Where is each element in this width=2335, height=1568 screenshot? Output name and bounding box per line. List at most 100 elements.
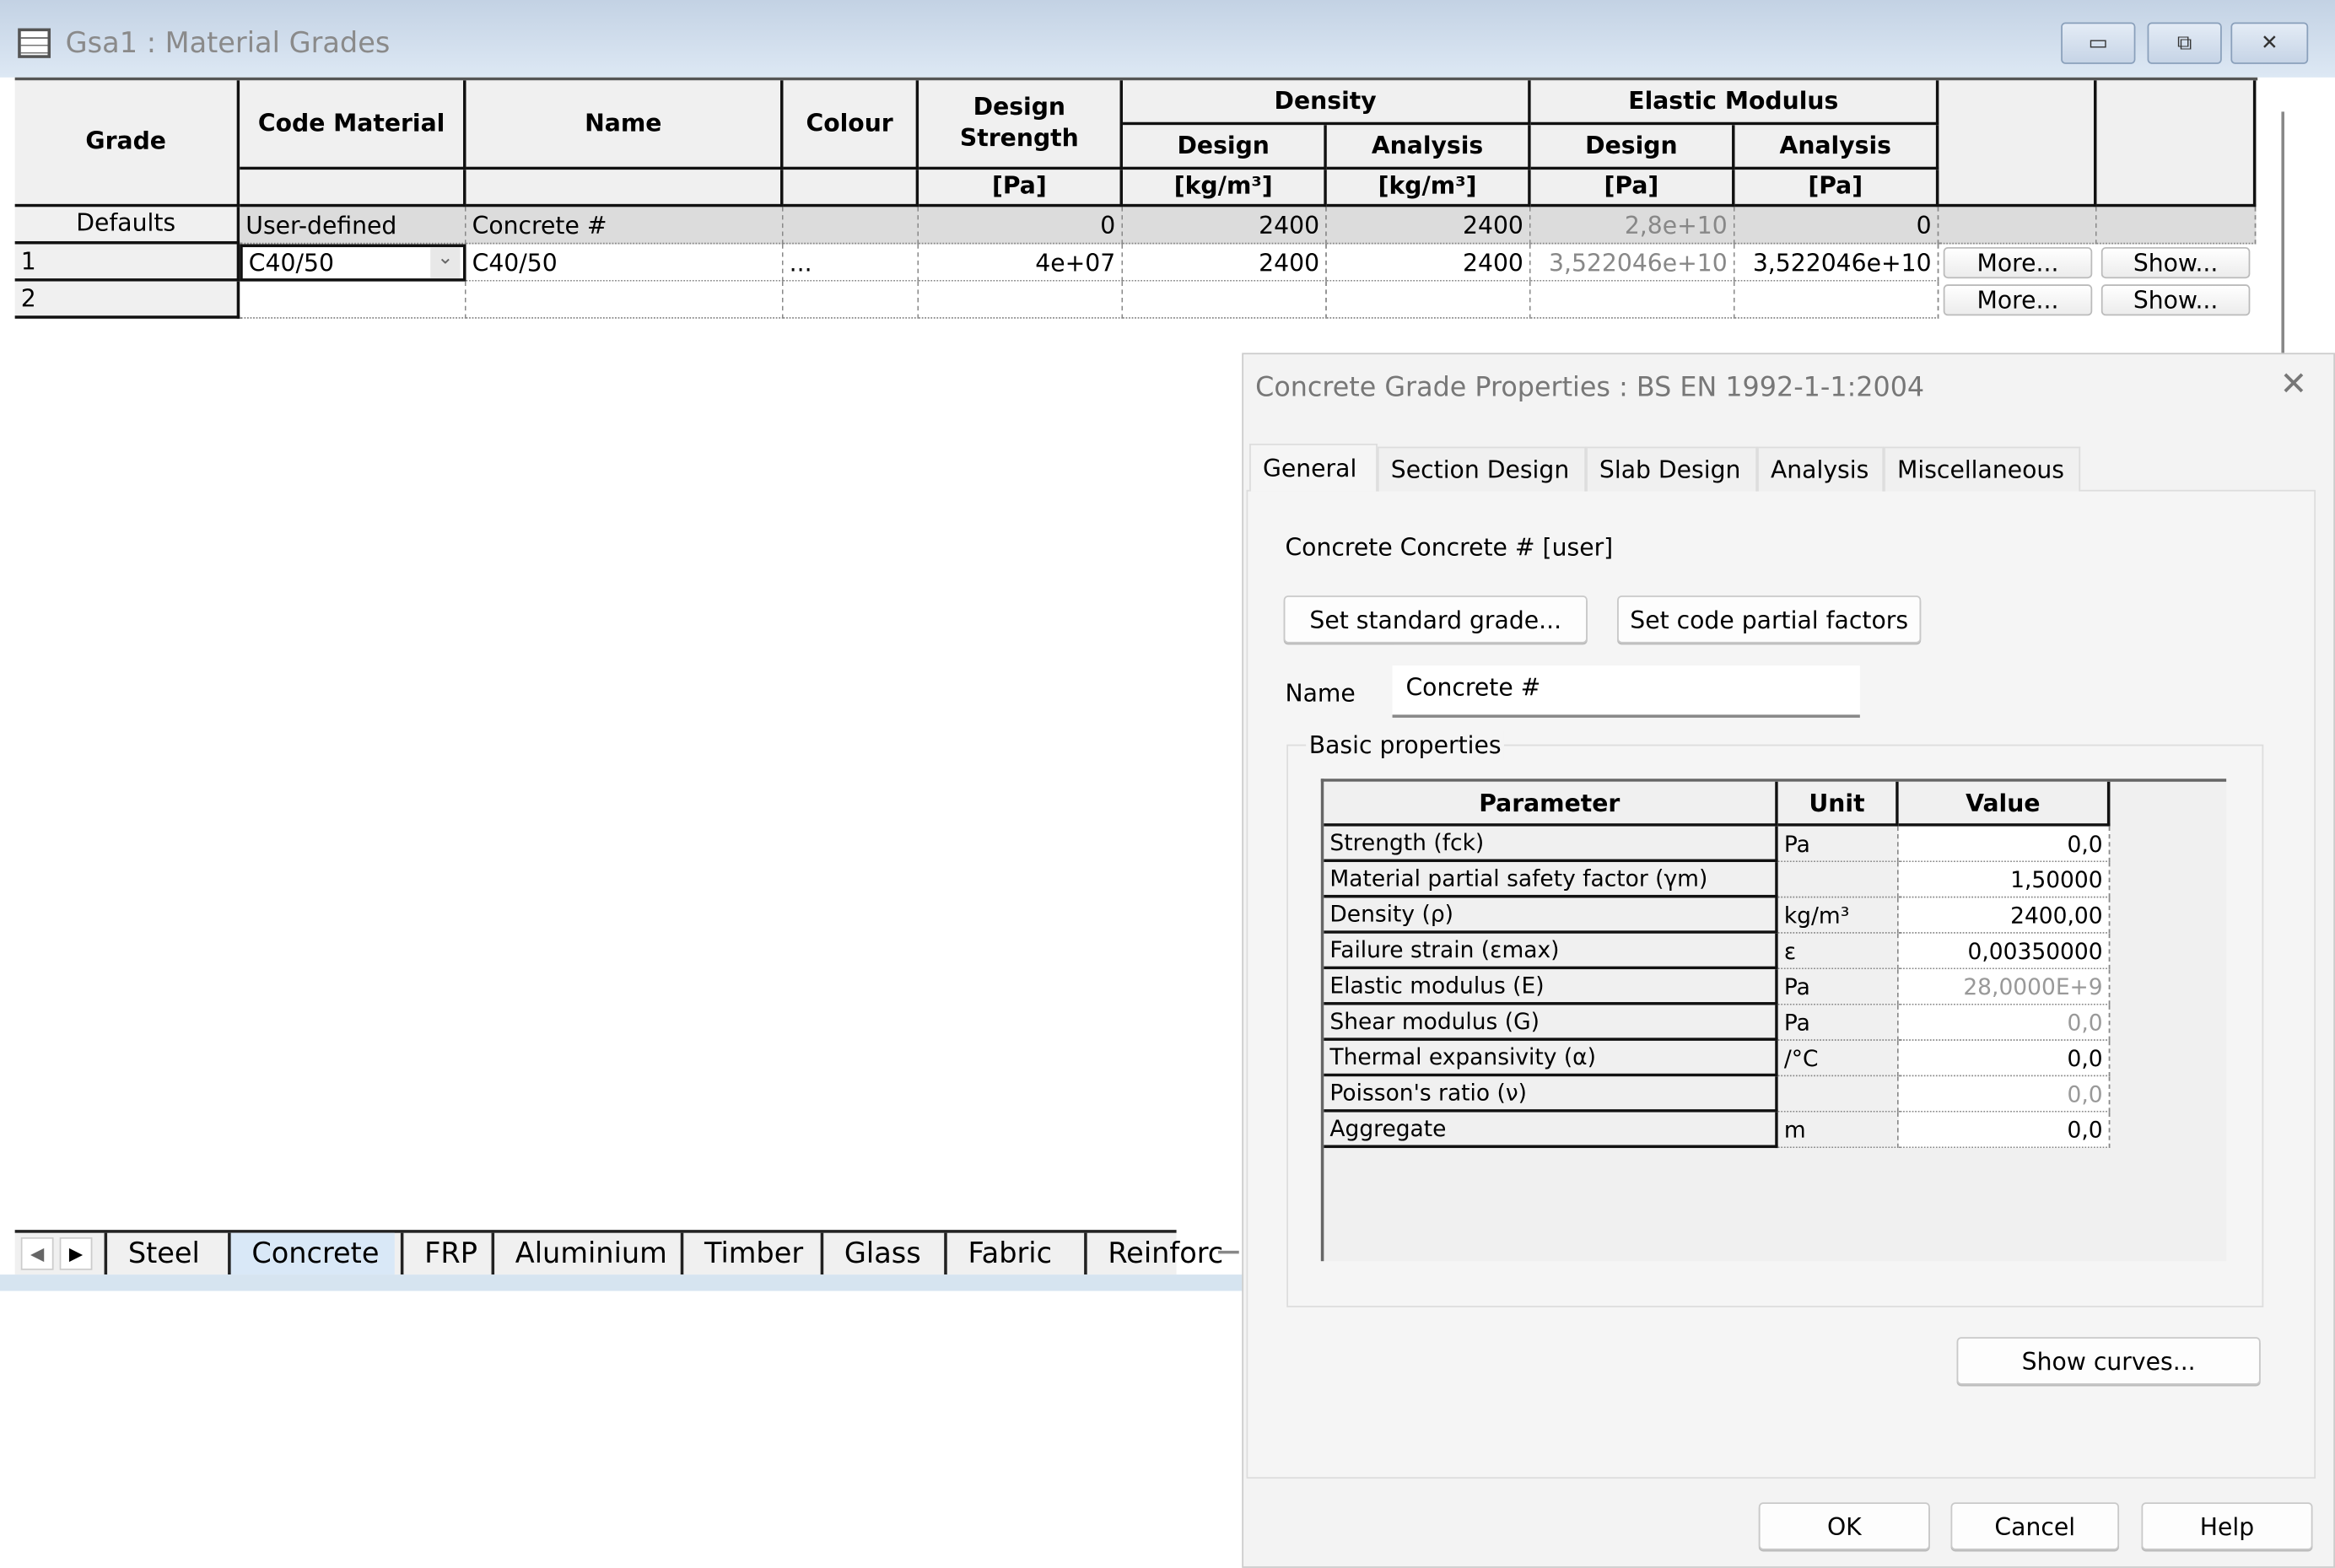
- header-density: Density: [1123, 80, 1531, 126]
- unit-name: [466, 170, 784, 207]
- header-density-analysis: Analysis: [1326, 125, 1531, 170]
- defaults-density-design[interactable]: 2400: [1123, 207, 1327, 245]
- set-code-partial-factors-button[interactable]: Set code partial factors: [1617, 595, 1922, 644]
- sheet-tabs: ◀ ▶ Steel Concrete FRP Aluminium Timber Glass…: [14, 1230, 1223, 1275]
- parameter-value[interactable]: 1,50000: [1898, 862, 2111, 898]
- cell-density-analysis[interactable]: 2400: [1326, 244, 1531, 282]
- parameter-unit: ε: [1777, 933, 1899, 970]
- unit-design-strength: [Pa]: [919, 170, 1124, 207]
- parameter-name: Aggregate: [1324, 1112, 1778, 1149]
- tab-section-design[interactable]: Section Design: [1377, 446, 1587, 492]
- ok-button[interactable]: OK: [1758, 1502, 1930, 1550]
- defaults-code-material[interactable]: User-defined: [240, 207, 466, 245]
- dropdown-chevron-icon[interactable]: ⌄: [430, 247, 461, 279]
- sheet-tab-fabric[interactable]: Fabric: [944, 1232, 1067, 1275]
- defaults-colour[interactable]: [783, 207, 919, 245]
- parameter-value[interactable]: 2400,00: [1898, 897, 2111, 934]
- cell-code-material[interactable]: C40/50 ⌄: [240, 244, 466, 282]
- parameter-value[interactable]: 0,0: [1898, 1076, 2111, 1113]
- show-button[interactable]: Show...: [2100, 247, 2251, 279]
- sheet-tab-reinforc[interactable]: Reinforc: [1084, 1232, 1238, 1275]
- cell-density-design[interactable]: 2400: [1123, 244, 1327, 282]
- tab-analysis[interactable]: Analysis: [1757, 446, 1885, 492]
- tab-slab-design[interactable]: Slab Design: [1586, 446, 1758, 492]
- row-grade: 1: [14, 244, 240, 282]
- unit-colour: [783, 170, 919, 207]
- set-standard-grade-button[interactable]: Set standard grade...: [1283, 595, 1588, 644]
- parameter-value[interactable]: 28,0000E+9: [1898, 969, 2111, 1005]
- cell-density-analysis[interactable]: [1326, 281, 1531, 319]
- defaults-density-analysis[interactable]: 2400: [1326, 207, 1531, 245]
- parameter-unit: Pa: [1777, 1005, 1899, 1041]
- parameter-unit: kg/m³: [1777, 897, 1899, 934]
- sheet-tab-concrete[interactable]: Concrete: [228, 1232, 395, 1275]
- cell-elastic-design[interactable]: [1530, 281, 1735, 319]
- material-grades-grid: Grade Code Material Name Colour Design Stren…: [14, 77, 2258, 319]
- parameter-name: Material partial safety factor (γm): [1324, 862, 1778, 898]
- parameter-value[interactable]: 0,0: [1898, 1112, 2111, 1149]
- cell-design-strength[interactable]: [919, 281, 1124, 319]
- more-button[interactable]: More...: [1943, 284, 2093, 316]
- defaults-name[interactable]: Concrete #: [466, 207, 784, 245]
- column-header-unit: Unit: [1777, 781, 1899, 827]
- basic-properties-table: Parameter Unit Value Strength (fck) Pa 0,0 Mat…: [1320, 779, 2227, 1262]
- parameter-value[interactable]: 0,0: [1898, 1040, 2111, 1077]
- tab-panel-general: Concrete Concrete # [user] Set standard …: [1246, 489, 2316, 1479]
- window-titlebar: Gsa1 : Material Grades ▭ ⧉ ✕: [0, 0, 2335, 78]
- sheet-tab-glass[interactable]: Glass: [820, 1232, 936, 1275]
- cell-code-material[interactable]: [240, 281, 466, 319]
- header-elastic-modulus: Elastic Modulus: [1530, 80, 1939, 126]
- sheet-tab-frp[interactable]: FRP: [400, 1232, 493, 1275]
- parameter-name: Failure strain (εmax): [1324, 933, 1778, 970]
- parameter-value[interactable]: 0,00350000: [1898, 933, 2111, 970]
- help-button[interactable]: Help: [2141, 1502, 2313, 1550]
- tab-miscellaneous[interactable]: Miscellaneous: [1884, 446, 2081, 492]
- minimize-button[interactable]: ▭: [2061, 22, 2136, 64]
- cancel-button[interactable]: Cancel: [1950, 1502, 2120, 1550]
- basic-properties-group: Basic properties Parameter Unit Value Stren…: [1286, 730, 2264, 1307]
- cell-elastic-analysis[interactable]: 3,522046e+10: [1734, 244, 1939, 282]
- show-button[interactable]: Show...: [2100, 284, 2251, 316]
- maximize-button[interactable]: ⧉: [2147, 22, 2222, 64]
- tab-scroll-right-icon[interactable]: ▶: [59, 1237, 93, 1270]
- splitter-handle[interactable]: [1218, 1250, 1239, 1254]
- cell-design-strength[interactable]: 4e+07: [919, 244, 1124, 282]
- cell-colour[interactable]: ...: [783, 244, 919, 282]
- parameter-unit: m: [1777, 1112, 1899, 1149]
- concrete-grade-properties-dialog: Concrete Grade Properties : BS EN 1992-1…: [1242, 353, 2335, 1568]
- header-colour: Colour: [783, 80, 919, 170]
- defaults-elastic-analysis[interactable]: 0: [1734, 207, 1939, 245]
- tab-scroll-left-icon[interactable]: ◀: [20, 1237, 54, 1270]
- parameter-name: Density (ρ): [1324, 897, 1778, 934]
- cell-density-design[interactable]: [1123, 281, 1327, 319]
- cell-name[interactable]: C40/50: [466, 244, 784, 282]
- parameter-value[interactable]: 0,0: [1898, 826, 2111, 863]
- dialog-close-button[interactable]: ✕: [2279, 366, 2308, 404]
- header-show: [2096, 80, 2257, 207]
- cell-elastic-design[interactable]: 3,522046e+10: [1530, 244, 1735, 282]
- parameter-name: Strength (fck): [1324, 826, 1778, 863]
- basic-properties-label: Basic properties: [1306, 730, 1505, 760]
- unit-elastic-design: [Pa]: [1530, 170, 1735, 207]
- tab-general[interactable]: General: [1249, 444, 1378, 492]
- sheet-tab-aluminium[interactable]: Aluminium: [491, 1232, 682, 1275]
- sheet-tab-steel[interactable]: Steel: [104, 1232, 215, 1275]
- show-curves-button[interactable]: Show curves...: [1956, 1337, 2261, 1385]
- name-input[interactable]: Concrete #: [1392, 665, 1860, 718]
- parameter-name: Shear modulus (G): [1324, 1005, 1778, 1041]
- unit-code-material: [240, 170, 466, 207]
- cell-elastic-analysis[interactable]: [1734, 281, 1939, 319]
- sheet-tab-timber[interactable]: Timber: [680, 1232, 818, 1275]
- header-code-material: Code Material: [240, 80, 466, 170]
- dialog-title: Concrete Grade Properties : BS EN 1992-1…: [1255, 372, 1925, 404]
- unit-density-analysis: [kg/m³]: [1326, 170, 1531, 207]
- column-header-parameter: Parameter: [1324, 781, 1778, 827]
- defaults-elastic-design[interactable]: 2,8e+10: [1530, 207, 1735, 245]
- cell-name[interactable]: [466, 281, 784, 319]
- defaults-design-strength[interactable]: 0: [919, 207, 1124, 245]
- cell-colour[interactable]: [783, 281, 919, 319]
- parameter-value[interactable]: 0,0: [1898, 1005, 2111, 1041]
- parameter-unit: Pa: [1777, 826, 1899, 863]
- more-button[interactable]: More...: [1943, 247, 2093, 279]
- close-button[interactable]: ✕: [2230, 22, 2309, 64]
